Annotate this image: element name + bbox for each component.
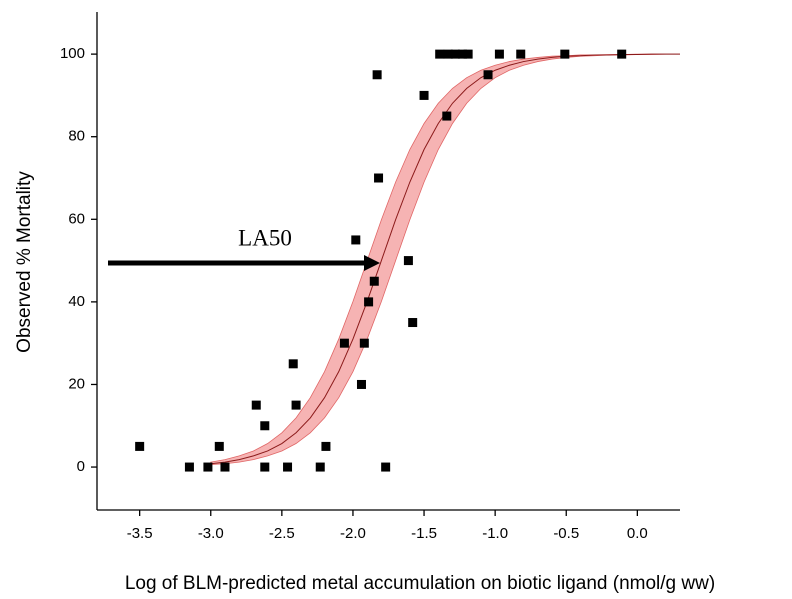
data-point <box>494 49 504 59</box>
y-axis-label: Observed % Mortality <box>14 171 35 353</box>
data-point <box>214 441 224 451</box>
data-point <box>220 462 230 472</box>
data-point <box>617 49 627 59</box>
x-tick-label: -0.5 <box>553 525 579 542</box>
data-point <box>381 462 391 472</box>
data-point <box>408 318 418 328</box>
data-point <box>374 173 384 183</box>
data-point <box>450 49 460 59</box>
data-point <box>419 90 429 100</box>
data-point <box>359 338 369 348</box>
data-point <box>372 70 382 80</box>
data-point <box>356 379 366 389</box>
y-tick-label: 0 <box>77 458 85 475</box>
data-point <box>351 235 361 245</box>
data-point <box>251 400 261 410</box>
data-point <box>260 462 270 472</box>
x-tick-label: -1.0 <box>482 525 508 542</box>
data-point <box>364 297 374 307</box>
x-tick-label: 0.0 <box>627 525 648 542</box>
data-point <box>291 400 301 410</box>
data-point <box>135 441 145 451</box>
data-point <box>403 256 413 266</box>
annotation: LA50 <box>238 225 292 250</box>
data-point <box>560 49 570 59</box>
data-point <box>315 462 325 472</box>
data-point <box>483 70 493 80</box>
data-point <box>457 49 467 59</box>
data-point <box>463 49 473 59</box>
x-tick-label: -2.0 <box>340 525 366 542</box>
y-tick-label: 60 <box>68 210 85 227</box>
x-tick-label: -3.0 <box>198 525 224 542</box>
data-point <box>321 441 331 451</box>
y-tick-label: 40 <box>68 293 85 310</box>
x-tick-label: -1.5 <box>411 525 437 542</box>
data-point <box>260 421 270 431</box>
data-point <box>435 49 445 59</box>
data-point <box>339 338 349 348</box>
data-point <box>283 462 293 472</box>
data-point <box>516 49 526 59</box>
x-tick-label: -3.5 <box>127 525 153 542</box>
x-axis-label: Log of BLM-predicted metal accumulation … <box>125 573 715 594</box>
y-tick-label: 80 <box>68 128 85 145</box>
data-point <box>369 276 379 286</box>
data-point <box>288 359 298 369</box>
y-tick-label: 100 <box>60 45 85 62</box>
data-point <box>184 462 194 472</box>
y-tick-label: 20 <box>68 375 85 392</box>
x-tick-label: -2.5 <box>269 525 295 542</box>
data-point <box>203 462 213 472</box>
data-point <box>442 111 452 121</box>
annotation-arrowhead <box>364 255 380 271</box>
data-point <box>443 49 453 59</box>
